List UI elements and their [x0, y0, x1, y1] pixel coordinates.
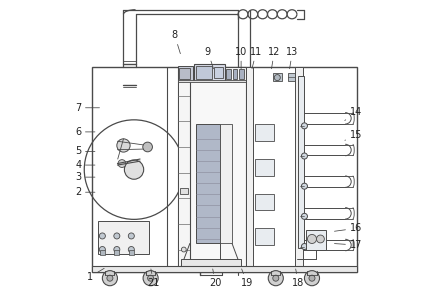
Text: 2: 2 — [75, 187, 95, 197]
Bar — [295, 67, 303, 268]
Bar — [129, 250, 134, 255]
Bar — [98, 221, 149, 254]
Text: 10: 10 — [235, 47, 247, 69]
Bar — [246, 68, 250, 79]
Circle shape — [307, 235, 316, 244]
Bar — [226, 68, 230, 79]
Bar — [179, 68, 190, 79]
Circle shape — [117, 139, 130, 152]
Circle shape — [274, 75, 280, 81]
Text: 6: 6 — [75, 127, 95, 137]
Bar — [306, 230, 326, 250]
Bar — [255, 194, 274, 210]
Text: 21: 21 — [148, 269, 160, 288]
Circle shape — [301, 183, 307, 189]
Bar — [245, 67, 253, 268]
Text: 12: 12 — [268, 47, 280, 69]
Circle shape — [99, 247, 105, 252]
Text: 3: 3 — [75, 172, 95, 182]
Circle shape — [99, 233, 105, 239]
Bar — [196, 124, 220, 244]
Bar — [255, 159, 274, 176]
Text: 19: 19 — [241, 269, 253, 288]
Text: 20: 20 — [209, 269, 222, 288]
Text: 1: 1 — [87, 268, 104, 282]
Circle shape — [143, 142, 152, 152]
Bar — [194, 64, 225, 81]
Text: 13: 13 — [286, 47, 299, 69]
Bar — [92, 67, 357, 272]
Bar — [178, 65, 193, 81]
Circle shape — [128, 247, 134, 252]
Text: 5: 5 — [75, 146, 95, 157]
Circle shape — [301, 153, 307, 159]
Bar — [299, 76, 304, 248]
Circle shape — [102, 271, 117, 286]
Circle shape — [304, 271, 319, 286]
Circle shape — [301, 213, 307, 219]
Text: 8: 8 — [172, 30, 180, 54]
Bar — [190, 67, 245, 268]
Bar — [92, 266, 357, 272]
Circle shape — [128, 233, 134, 239]
Circle shape — [268, 271, 284, 286]
Circle shape — [316, 235, 324, 243]
Circle shape — [114, 247, 120, 252]
Circle shape — [107, 275, 113, 281]
Bar — [239, 68, 244, 79]
Circle shape — [181, 247, 186, 252]
Bar — [255, 228, 274, 245]
Bar — [180, 188, 188, 194]
Bar — [181, 258, 241, 268]
Circle shape — [301, 123, 307, 129]
Bar — [220, 124, 232, 244]
Text: 4: 4 — [75, 160, 95, 170]
Circle shape — [118, 160, 126, 168]
Bar — [178, 80, 245, 82]
Circle shape — [309, 275, 315, 281]
Bar — [288, 73, 295, 81]
Bar — [255, 124, 274, 141]
Circle shape — [301, 244, 307, 250]
Text: 11: 11 — [250, 47, 262, 69]
Text: 18: 18 — [292, 269, 304, 288]
Bar — [233, 68, 237, 79]
Circle shape — [143, 271, 158, 286]
Text: 17: 17 — [334, 240, 362, 250]
Text: 16: 16 — [334, 223, 362, 233]
Circle shape — [273, 275, 279, 281]
Circle shape — [124, 160, 144, 179]
Circle shape — [114, 233, 120, 239]
Bar — [196, 65, 213, 79]
Text: 7: 7 — [75, 103, 100, 113]
Text: 14: 14 — [345, 107, 362, 121]
Bar — [214, 67, 223, 78]
Text: 15: 15 — [345, 130, 362, 140]
Bar — [114, 250, 119, 255]
Circle shape — [148, 275, 154, 281]
Bar — [100, 250, 105, 255]
Bar — [178, 67, 190, 268]
Text: 9: 9 — [205, 47, 214, 69]
Bar — [273, 73, 282, 81]
